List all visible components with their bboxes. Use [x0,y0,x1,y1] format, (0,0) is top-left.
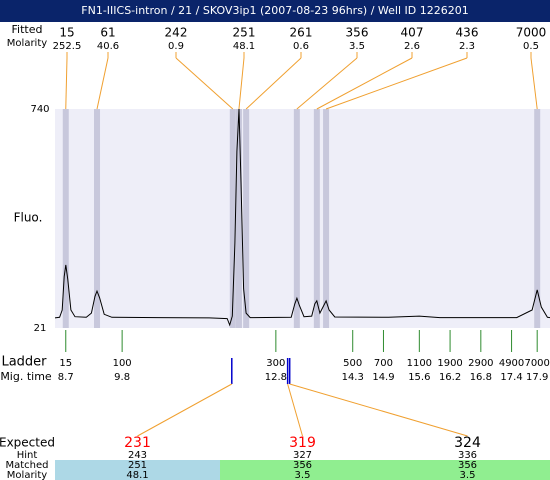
ladder-size: 2900 [468,358,493,369]
matched-label: Matched [5,460,48,471]
ladder-size: 15 [59,358,72,369]
molarity-value: 48.1 [126,470,148,480]
fluorescence-trace [54,108,550,327]
peak-band [323,109,330,328]
peak-band [229,109,236,328]
peak-size: 15 [59,26,74,40]
peak-link [245,57,302,110]
ladder-size: 500 [343,358,362,369]
molarity-label: Molarity [7,470,47,480]
ladder-label: Ladder [1,355,47,370]
ladder-size: 100 [113,358,132,369]
ladder-mig-time: 9.8 [114,372,130,383]
y-tick-label: 21 [34,323,47,334]
peak-link [65,57,68,110]
peak-link [316,57,413,110]
matched-row-bg [385,460,550,480]
expected-value: 319 [289,435,316,451]
ladder-size: 4900 [499,358,524,369]
ladder-mig-time: 12.8 [265,372,287,383]
peak-size: 436 [456,26,479,40]
expected-link [287,383,303,437]
peak-molarity: 0.5 [523,41,539,52]
expected-value: 231 [124,435,151,451]
ladder-size: 1100 [407,358,432,369]
molarity-value: 3.5 [460,470,476,480]
peak-band [293,109,300,328]
peak-link [238,57,245,110]
peak-size-header: Fitted [12,23,43,36]
matched-row-bg [55,460,220,480]
ladder-size: 700 [374,358,393,369]
ladder-mig-time: 17.4 [500,372,522,383]
peak-size: 242 [165,26,188,40]
peak-band [313,109,320,328]
peak-band [235,109,242,328]
peak-link [296,57,358,110]
peak-link [175,57,234,110]
ladder-size: 7000 [524,358,549,369]
hint-label: Hint [17,450,38,461]
mig-time-label: Mig. time [0,370,52,383]
peak-molarity: 252.5 [53,41,82,52]
peak-size: 356 [346,26,369,40]
peak-band [243,109,250,328]
peak-size: 251 [233,26,256,40]
expected-link [137,383,233,437]
matched-value: 251 [128,460,147,471]
expected-label: Expected [0,436,55,450]
ladder-mig-time: 17.9 [526,372,548,383]
peak-size: 407 [401,26,424,40]
matched-value: 356 [293,460,312,471]
peak-molarity: 0.6 [293,41,309,52]
molarity-value: 3.5 [295,470,311,480]
peak-link [96,57,109,110]
peak-molarity: 0.9 [168,41,184,52]
ladder-mig-time: 15.6 [408,372,430,383]
hint-value: 327 [293,450,312,461]
matched-row-bg [220,460,385,480]
peak-band [62,109,69,328]
hint-value: 243 [128,450,147,461]
peak-size: 261 [290,26,313,40]
peak-molarity-header: Molarity [7,38,47,49]
peak-band [94,109,101,328]
peak-molarity: 40.6 [97,41,119,52]
peak-size: 61 [100,26,115,40]
peak-molarity: 3.5 [349,41,365,52]
ladder-mig-time: 8.7 [58,372,74,383]
title-bar [0,0,550,22]
ladder-mig-time: 16.2 [439,372,461,383]
y-tick-label: 740 [30,104,49,115]
ladder-mig-time: 16.8 [470,372,492,383]
peak-link [325,57,468,110]
peak-molarity: 2.3 [459,41,475,52]
title: FN1-IIICS-intron / 21 / SKOV3ip1 (2007-0… [81,4,468,17]
peak-size: 7000 [516,26,547,40]
ladder-mig-time: 14.3 [342,372,364,383]
expected-value: 324 [454,435,481,451]
plot-area [55,109,550,328]
peak-link [530,57,538,110]
peak-molarity: 48.1 [233,41,255,52]
ladder-mig-time: 14.9 [372,372,394,383]
ladder-size: 1900 [437,358,462,369]
y-axis-label: Fluo. [14,211,43,225]
matched-value: 356 [458,460,477,471]
peak-molarity: 2.6 [404,41,420,52]
expected-link [289,383,468,437]
ladder-size: 300 [266,358,285,369]
hint-value: 336 [458,450,477,461]
peak-band [534,109,541,328]
